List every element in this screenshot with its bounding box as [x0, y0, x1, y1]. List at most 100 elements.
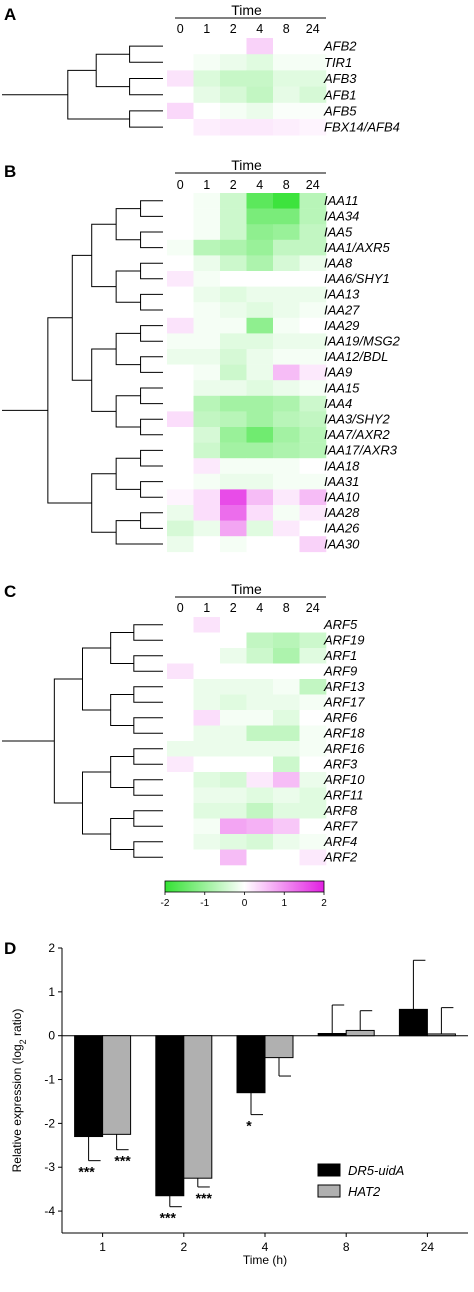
- heatmap-cell: [193, 772, 221, 788]
- heatmap-cell: [299, 648, 327, 664]
- heatmap-cell: [193, 271, 221, 287]
- heatmap-cell: [167, 395, 194, 412]
- dendrogram-branch: [140, 481, 163, 498]
- time-point-label: 8: [283, 601, 290, 615]
- heatmap-cell: [220, 54, 247, 71]
- heatmap-cell: [167, 102, 194, 120]
- heatmap-cell: [246, 364, 274, 381]
- heatmap-cell: [193, 489, 221, 506]
- heatmap-cell: [246, 803, 274, 819]
- bar-hat2: [426, 1033, 456, 1037]
- x-tick-label: 4: [262, 1240, 269, 1254]
- dendrogram-branch: [115, 395, 141, 428]
- heatmap-cell: [273, 818, 300, 835]
- legend-swatch: [317, 1184, 341, 1198]
- heatmap-cell: [193, 395, 221, 412]
- heatmap-cell: [220, 725, 247, 742]
- heatmap-cell: [220, 119, 247, 136]
- bar-hat2: [345, 1029, 375, 1037]
- heatmap-cell: [220, 271, 247, 287]
- heatmap-cell: [193, 520, 221, 537]
- panel-label-b: B: [4, 162, 16, 181]
- heatmap-cell: [246, 193, 274, 209]
- heatmap-cell: [273, 255, 300, 272]
- heatmap-cell: [246, 834, 274, 850]
- heatmap-cell: [273, 505, 300, 521]
- dendrogram-branch: [140, 512, 163, 529]
- gene-label: IAA5: [324, 224, 353, 239]
- time-point-label: 1: [203, 601, 210, 615]
- heatmap-cell: [220, 442, 247, 459]
- heatmap-cell: [167, 54, 194, 71]
- gene-label: IAA31: [324, 474, 359, 489]
- heatmap-cell: [246, 302, 274, 319]
- heatmap-cell: [273, 473, 300, 490]
- gene-label: IAA6/SHY1: [324, 271, 390, 286]
- heatmap-cell: [193, 255, 221, 272]
- time-point-label: 4: [256, 178, 263, 192]
- heatmap-cell: [167, 38, 194, 55]
- heatmap-cell: [193, 710, 221, 726]
- heatmap-cell: [193, 364, 221, 381]
- heatmap-cell: [273, 458, 300, 475]
- heatmap-cell: [246, 458, 274, 475]
- heatmap-cell: [193, 818, 221, 835]
- legend-label: HAT2: [348, 1184, 381, 1199]
- heatmap-cell: [273, 427, 300, 443]
- x-tick-label: 24: [421, 1240, 435, 1254]
- heatmap-cell: [299, 520, 327, 537]
- heatmap-cell: [220, 286, 247, 303]
- heatmap-cell: [193, 741, 221, 757]
- heatmap-cell: [167, 632, 194, 649]
- heatmap-cell: [246, 663, 274, 680]
- heatmap-cell: [193, 617, 221, 633]
- heatmap-cell: [299, 286, 327, 303]
- time-point-label: 4: [256, 22, 263, 36]
- dendrogram-branch: [140, 200, 163, 217]
- heatmap-cell: [299, 119, 327, 136]
- gene-label: IAA8: [324, 256, 353, 271]
- heatmap-cell: [220, 756, 247, 773]
- heatmap-cell: [193, 102, 221, 120]
- gene-label: IAA15: [324, 380, 360, 395]
- heatmap-cell: [246, 54, 274, 71]
- time-point-label: 0: [177, 22, 184, 36]
- heatmap-cell: [273, 119, 300, 136]
- heatmap-cell: [246, 286, 274, 303]
- heatmap-cell: [167, 380, 194, 397]
- heatmap-cell: [220, 239, 247, 256]
- heatmap-cell: [246, 648, 274, 664]
- heatmap-cell: [273, 271, 300, 287]
- heatmap-cell: [220, 102, 247, 120]
- colorbar-tick-label: -1: [200, 898, 209, 909]
- gene-label: IAA27: [324, 302, 360, 317]
- dendrogram-branch: [115, 270, 141, 303]
- heatmap-cell: [246, 427, 274, 443]
- heatmap-cell: [193, 349, 221, 365]
- gene-label: IAA19/MSG2: [324, 334, 401, 349]
- panel-label-c: C: [4, 582, 16, 601]
- colorbar-tick-label: 0: [242, 898, 248, 909]
- heatmap-cell: [246, 349, 274, 365]
- heatmap-cell: [246, 411, 274, 428]
- heatmap-cell: [273, 725, 300, 742]
- heatmap-cell: [193, 536, 221, 553]
- dendrogram-branch: [140, 231, 163, 249]
- heatmap-cell: [299, 224, 327, 241]
- heatmap-cell: [220, 86, 247, 104]
- heatmap-cell: [273, 648, 300, 664]
- bar-dr5-uida: [74, 1035, 104, 1138]
- gene-label: ARF18: [323, 726, 365, 741]
- heatmap-cell: [246, 617, 274, 633]
- dendrogram-branch: [82, 647, 111, 711]
- dendrogram-branch: [129, 78, 163, 96]
- heatmap-cell: [246, 725, 274, 742]
- heatmap-cell: [167, 427, 194, 443]
- heatmap-cell: [246, 255, 274, 272]
- y-tick-label: -2: [44, 1116, 55, 1130]
- heatmap-cell: [167, 679, 194, 695]
- heatmap-cell: [167, 411, 194, 428]
- heatmap-cell: [193, 380, 221, 397]
- time-axis-title: Time: [231, 2, 262, 18]
